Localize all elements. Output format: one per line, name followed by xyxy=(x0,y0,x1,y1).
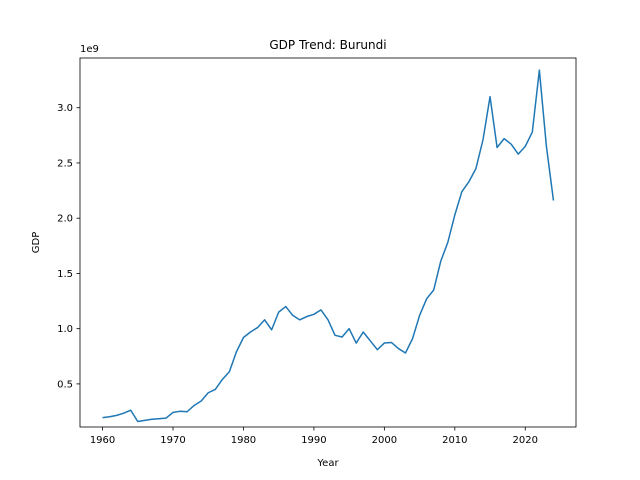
y-offset-label: 1e9 xyxy=(80,44,99,55)
series-group xyxy=(102,69,555,423)
y-tick-label: 1.5 xyxy=(57,269,73,280)
x-tick-label: 1970 xyxy=(160,435,185,446)
y-axis-ticks: 0.5 1.0 1.5 2.0 2.5 3.0 xyxy=(57,103,80,390)
x-tick-label: 1990 xyxy=(301,435,326,446)
x-axis-ticks: 1960 1970 1980 1990 2000 2010 2020 xyxy=(90,427,538,446)
chart-title: GDP Trend: Burundi xyxy=(269,38,386,52)
x-tick-label: 1980 xyxy=(231,435,256,446)
y-tick-label: 3.0 xyxy=(57,103,73,114)
x-tick-label: 2010 xyxy=(442,435,467,446)
y-tick-label: 2.5 xyxy=(57,158,73,169)
y-tick-label: 0.5 xyxy=(57,379,73,390)
y-tick-label: 2.0 xyxy=(57,214,73,225)
y-tick-label: 1.0 xyxy=(57,324,73,335)
x-tick-label: 1960 xyxy=(90,435,115,446)
plot-area-frame xyxy=(79,57,577,428)
x-axis-title: Year xyxy=(316,458,339,469)
y-axis-title: GDP xyxy=(31,232,42,253)
gdp-series-line xyxy=(102,69,555,423)
x-tick-label: 2000 xyxy=(372,435,397,446)
x-tick-label: 2020 xyxy=(513,435,538,446)
